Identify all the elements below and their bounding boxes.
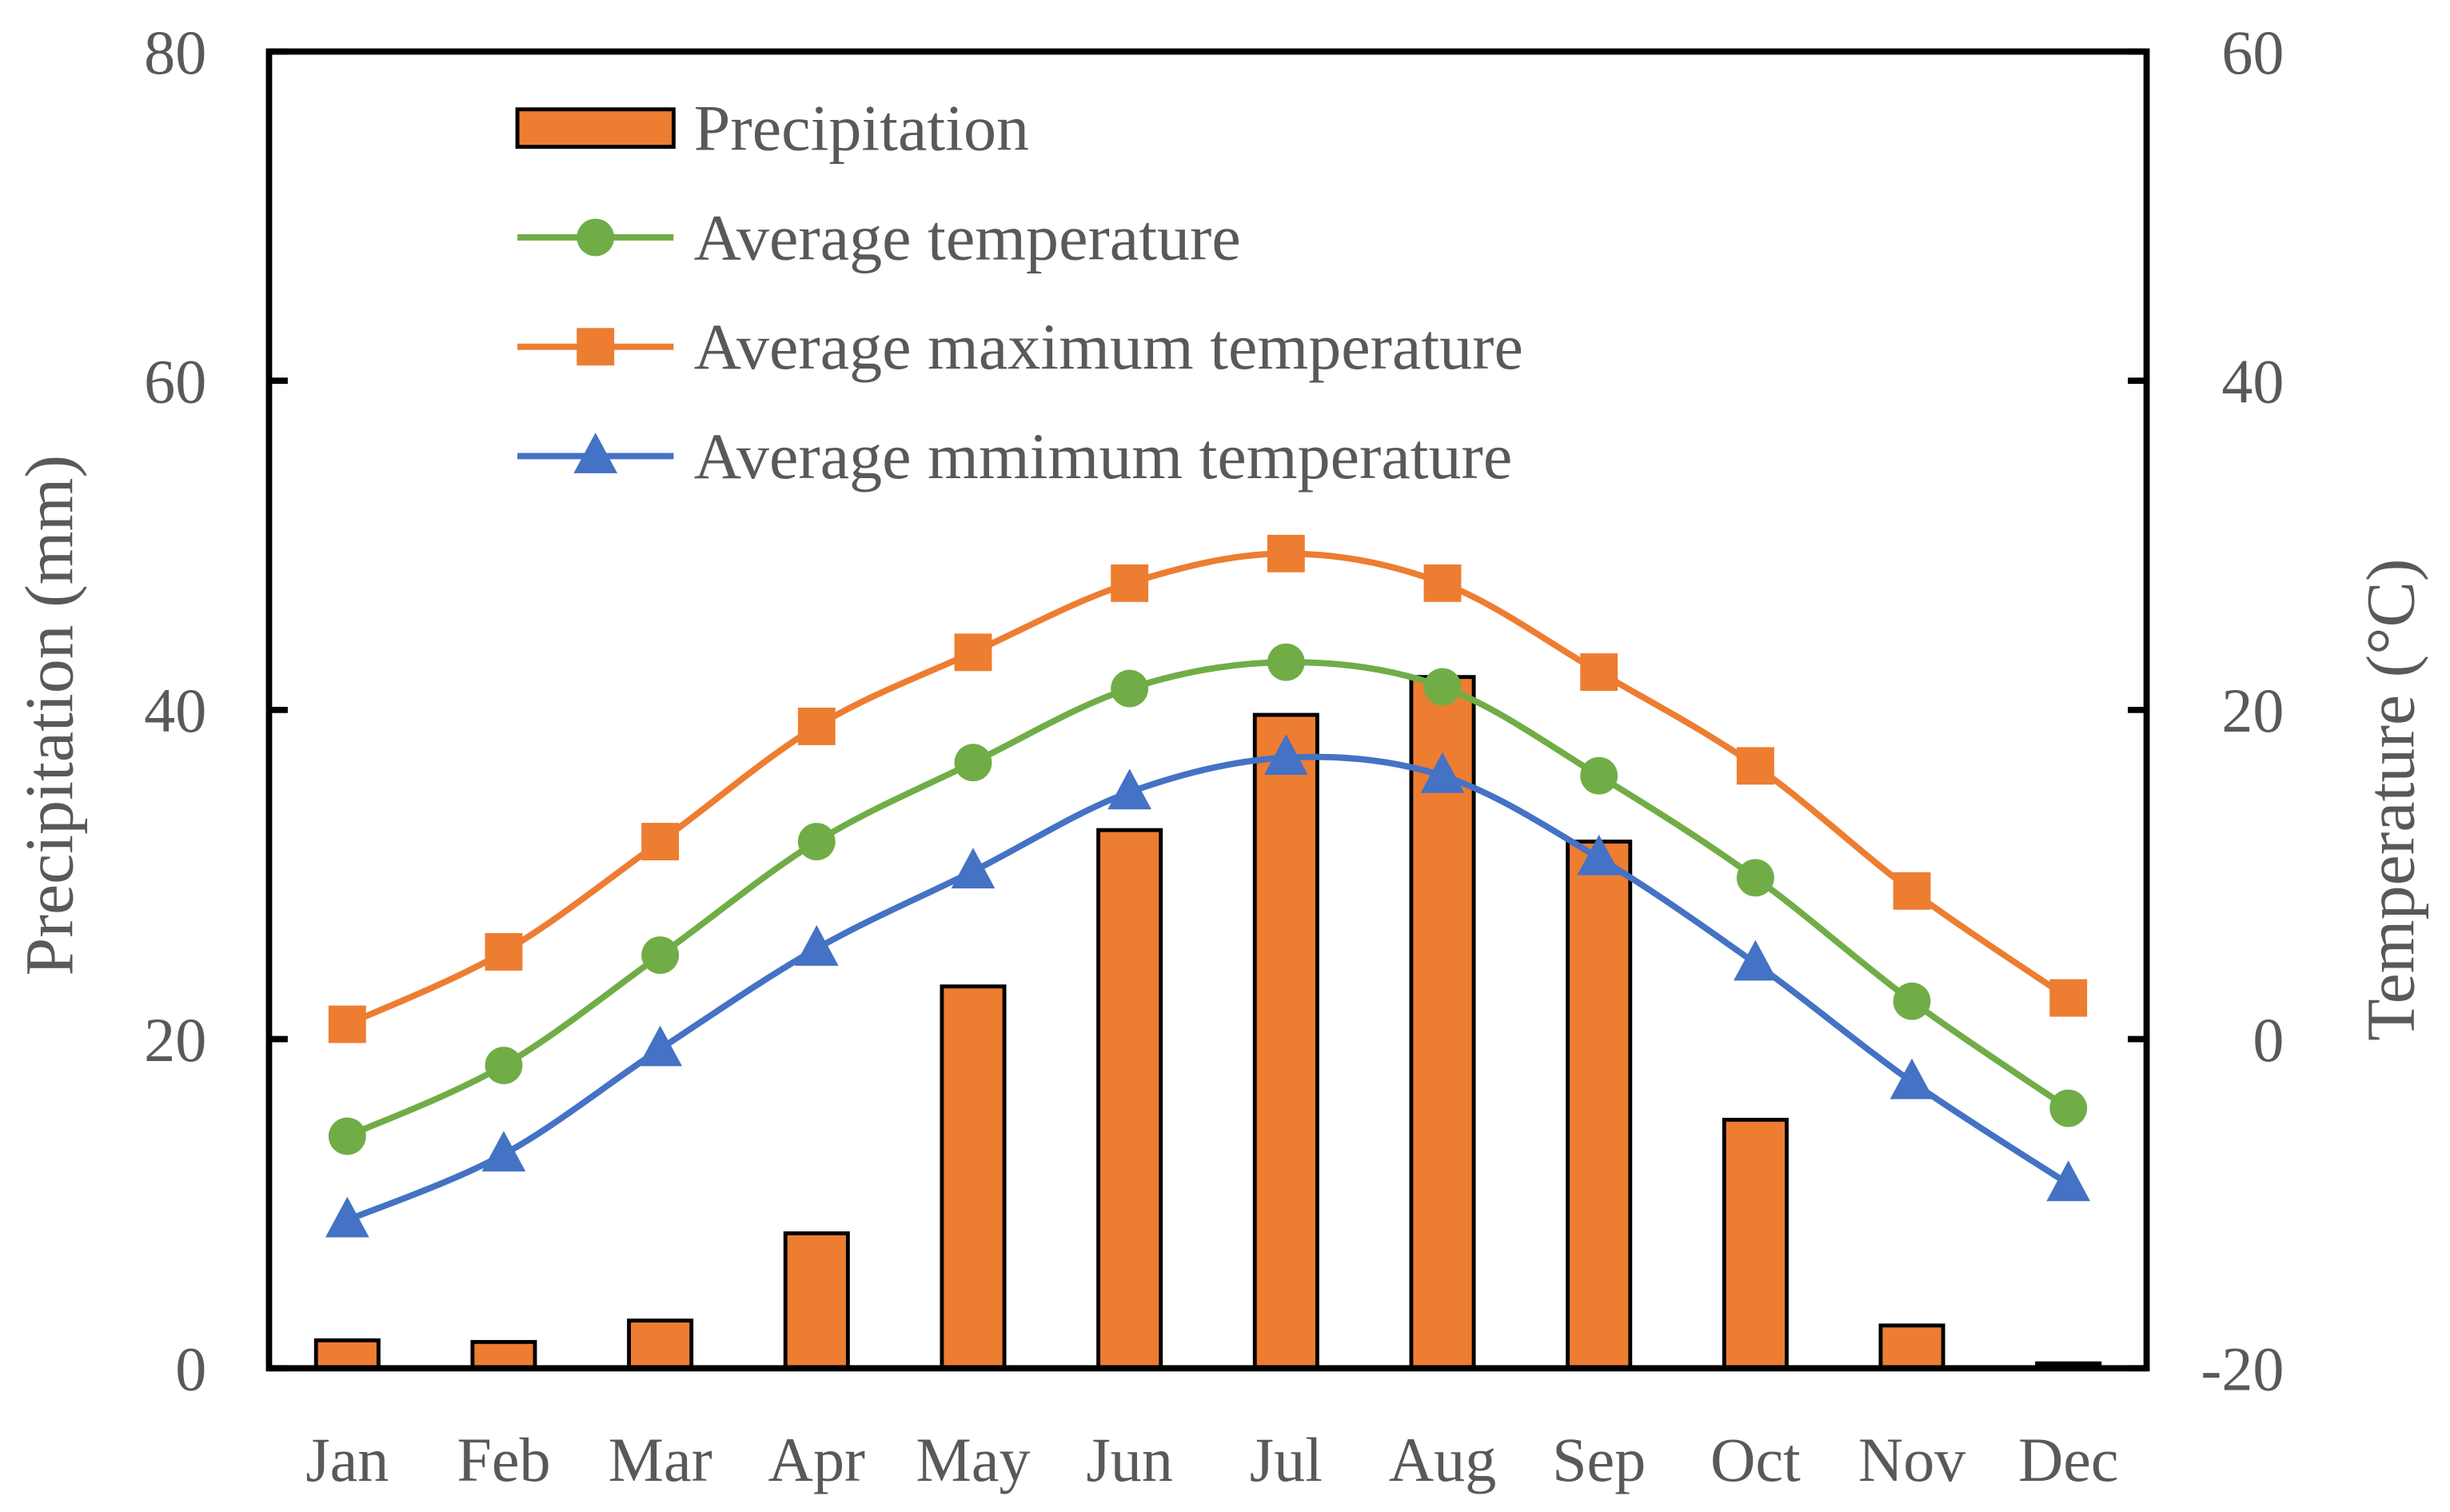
average-maximum-temperature-point — [797, 708, 836, 745]
average-maximum-temperature-point — [1423, 564, 1462, 602]
average-maximum-temperature-point — [641, 823, 680, 860]
average-temperature-point — [1893, 982, 1931, 1020]
x-tick-label: Apr — [768, 1425, 866, 1494]
average-maximum-temperature-point — [1893, 872, 1931, 910]
average-temperature-point — [2049, 1089, 2088, 1127]
average-mmimum-temperature-point — [951, 848, 996, 889]
x-tick-label: Nov — [1858, 1425, 1966, 1494]
legend-label: Precipitation — [694, 92, 1029, 165]
legend: Precipitation Average temperature Average … — [515, 92, 1523, 493]
y-tick-label: 0 — [175, 1334, 206, 1404]
precipitation-bar — [1878, 1323, 1945, 1370]
y2-tick-label: 0 — [2252, 1005, 2284, 1075]
legend-label: Average temperature — [694, 201, 1241, 273]
average-temperature-point — [1736, 859, 1774, 897]
legend-label: Average mmimum temperature — [694, 420, 1512, 493]
average-temperature-line — [345, 659, 2070, 1139]
x-tick-label: Jan — [305, 1425, 389, 1494]
x-tick-label: Jun — [1086, 1425, 1173, 1494]
average-maximum-temperature-point — [1580, 653, 1618, 691]
precipitation-bar — [940, 984, 1007, 1370]
average-mmimum-temperature-point — [481, 1131, 526, 1172]
average-mmimum-temperature-point — [1577, 834, 1622, 876]
average-temperature-point — [1580, 756, 1618, 795]
average-mmimum-temperature-point — [325, 1196, 369, 1238]
y2-tick-label: 20 — [2221, 676, 2284, 745]
average-mmimum-temperature-point — [1264, 734, 1308, 776]
precipitation-bar — [1096, 828, 1163, 1370]
legend-marker-average-mmimum-temperature — [573, 433, 618, 473]
y2-axis-label: Temperature (°C) — [2352, 559, 2429, 1041]
lines — [325, 534, 2091, 1238]
average-maximum-temperature-point — [1111, 564, 1149, 602]
average-maximum-temperature-point — [1267, 534, 1305, 572]
average-temperature-point — [1423, 668, 1462, 706]
x-tick-label: Mar — [609, 1425, 712, 1494]
x-tick-label: Feb — [457, 1425, 550, 1494]
precipitation-bar — [470, 1339, 537, 1370]
average-maximum-temperature-point — [485, 933, 523, 971]
x-tick-label: Sep — [1552, 1425, 1646, 1494]
average-mmimum-temperature-point — [1734, 940, 1778, 981]
precipitation-bar — [1252, 712, 1319, 1370]
y2-tick-label: 40 — [2221, 347, 2284, 417]
precipitation-bar — [1566, 840, 1633, 1370]
x-tick-label: Oct — [1710, 1425, 1801, 1494]
legend-label: Average maximum temperature — [694, 310, 1523, 383]
average-temperature-point — [641, 936, 680, 975]
legend-marker-average-temperature — [577, 218, 615, 257]
average-maximum-temperature-line — [345, 550, 2070, 1027]
average-mmimum-temperature-point — [794, 925, 839, 966]
average-maximum-temperature-point — [1736, 747, 1774, 785]
precipitation-bar — [313, 1338, 381, 1370]
average-maximum-temperature-point — [2049, 979, 2088, 1017]
average-mmimum-temperature-point — [2046, 1160, 2091, 1202]
average-mmimum-temperature-point — [1420, 752, 1465, 793]
legend-marker-average-maximum-temperature — [577, 328, 615, 366]
average-temperature-point — [797, 823, 836, 860]
average-mmimum-temperature-point — [1889, 1058, 1934, 1099]
ticks: Jan Feb Mar Apr May Jun Jul Aug Sep Oct Nov Dec 0 20 4… — [144, 18, 2284, 1494]
precipitation-bar — [1722, 1117, 1789, 1370]
x-tick-label: May — [916, 1425, 1030, 1494]
average-temperature-point — [954, 744, 992, 782]
y2-tick-label: 60 — [2221, 18, 2284, 87]
x-tick-label: Aug — [1389, 1425, 1497, 1494]
y-tick-label: 40 — [144, 676, 206, 745]
x-tick-label: Jul — [1250, 1425, 1323, 1494]
average-maximum-temperature-point — [954, 633, 992, 672]
y-tick-label: 60 — [144, 347, 206, 417]
average-mmimum-temperature-point — [638, 1025, 682, 1067]
precipitation-bar — [627, 1319, 694, 1370]
average-temperature-point — [1111, 669, 1149, 708]
y-axis-label: Precipitation (mm) — [10, 455, 87, 976]
average-mmimum-temperature-line — [345, 753, 2070, 1223]
y-tick-label: 80 — [144, 18, 206, 87]
y-tick-label: 20 — [144, 1005, 206, 1075]
average-maximum-temperature-point — [328, 1005, 366, 1043]
average-temperature-point — [328, 1117, 366, 1155]
average-mmimum-temperature-point — [1107, 768, 1152, 810]
y2-tick-label: -20 — [2201, 1334, 2284, 1404]
average-temperature-point — [485, 1047, 523, 1084]
x-tick-label: Dec — [2018, 1425, 2119, 1494]
precipitation-bar — [783, 1231, 850, 1370]
legend-swatch-precipitation — [515, 107, 676, 150]
average-temperature-point — [1267, 643, 1305, 681]
